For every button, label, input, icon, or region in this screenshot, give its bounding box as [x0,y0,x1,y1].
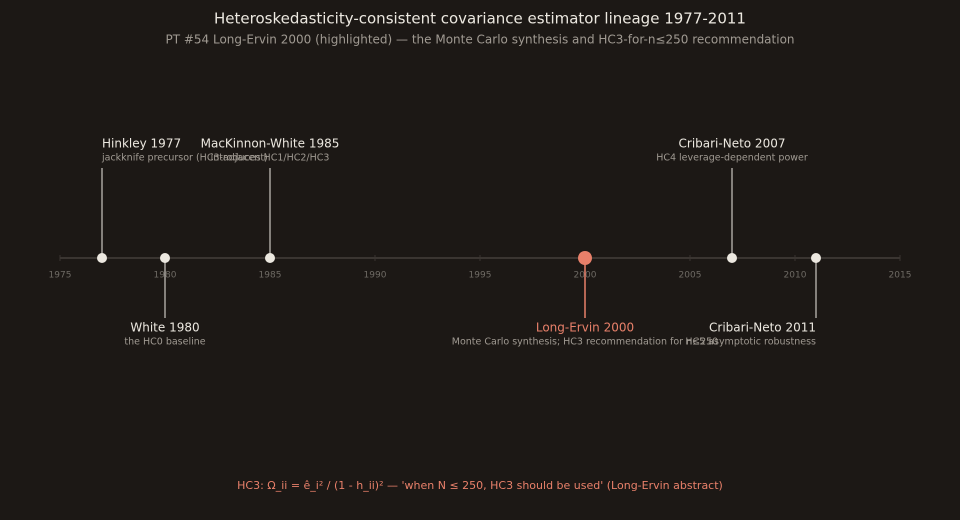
x-tick-label: 2010 [784,271,807,281]
event-dot [160,253,170,263]
event-dot [811,253,821,263]
chart-title: Heteroskedasticity-consistent covariance… [214,10,746,28]
event-label: White 1980 [130,321,199,335]
event-label: Hinkley 1977 [102,137,181,151]
event-label: Long-Ervin 2000 [536,321,634,335]
event-note: HC4 leverage-dependent power [656,153,808,164]
event-note: Monte Carlo synthesis; HC3 recommendatio… [452,337,718,348]
x-tick-label: 2015 [889,271,912,281]
x-tick-label: 1990 [364,271,387,281]
event-note: the HC0 baseline [124,337,205,348]
x-tick-label: 1985 [259,271,282,281]
event-dot [578,251,592,265]
chart-subtitle: PT #54 Long-Ervin 2000 (highlighted) — t… [165,33,794,47]
event-dot [265,253,275,263]
annotation: HC3: Ω_ii = ê_i² / (1 - h_ii)² — 'when N… [237,479,723,492]
event-note: introduces HC1/HC2/HC3 [211,153,330,164]
event-note: HC5 asymptotic robustness [685,337,816,348]
x-tick-label: 2005 [679,271,702,281]
x-tick-label: 1995 [469,271,492,281]
event-label: Cribari-Neto 2007 [679,137,786,151]
event-note: jackknife precursor (HC3-adjacent) [101,153,268,164]
event-dot [97,253,107,263]
event-dot [727,253,737,263]
x-tick-label: 1975 [49,271,72,281]
event-label: Cribari-Neto 2011 [709,321,816,335]
event-label: MacKinnon-White 1985 [201,137,340,151]
